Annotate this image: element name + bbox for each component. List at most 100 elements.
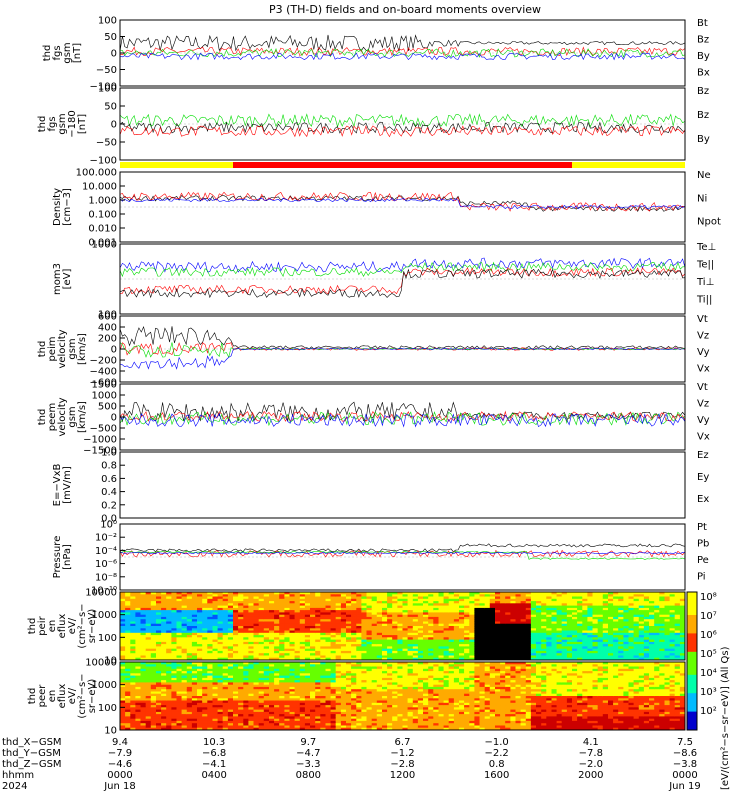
spectrogram-cell: [248, 596, 254, 600]
spectrogram-cell: [207, 603, 213, 607]
spectrogram-cell: [269, 616, 275, 620]
spectrogram-cell: [351, 673, 357, 677]
spectrogram-cell: [135, 675, 141, 679]
spectrogram-cell: [135, 702, 141, 706]
spectrogram-cell: [448, 605, 455, 609]
spectrogram-cell: [299, 605, 306, 609]
spectrogram-cell: [238, 714, 244, 717]
spectrogram-cell: [428, 630, 434, 634]
spectrogram-cell: [166, 677, 172, 681]
spectrogram-cell: [623, 635, 629, 638]
spectrogram-cell: [654, 653, 660, 656]
spectrogram-cell: [382, 605, 388, 609]
spectrogram-cell: [191, 646, 198, 650]
spectrogram-cell: [258, 684, 265, 688]
y-label-line: thd: [27, 618, 38, 635]
spectrogram-cell: [125, 648, 131, 652]
spectrogram-cell: [171, 671, 177, 674]
spectrogram-cell: [592, 601, 599, 604]
spectrogram-cell: [474, 592, 480, 595]
spectrogram-cell: [279, 630, 285, 634]
spectrogram-cell: [392, 605, 398, 609]
spectrogram-cell: [382, 614, 388, 618]
spectrogram-cell: [356, 671, 362, 674]
spectrogram-cell: [428, 621, 434, 625]
spectrogram-cell: [315, 711, 321, 715]
spectrogram-cell: [464, 592, 470, 595]
spectrogram-cell: [530, 605, 537, 609]
spectrogram-cell: [315, 598, 321, 602]
spectrogram-cell: [679, 650, 686, 654]
spectrogram-cell: [274, 639, 280, 643]
spectrogram-cell: [248, 650, 254, 654]
y-tick-label: 600: [98, 312, 117, 323]
spectrogram-cell: [243, 664, 249, 668]
spectrogram-cell: [602, 610, 609, 613]
spectrogram-cell: [248, 720, 254, 724]
spectrogram-cell: [202, 682, 208, 686]
spectrogram-cell: [335, 621, 342, 625]
spectrogram-cell: [120, 686, 126, 690]
spectrogram-cell: [577, 612, 583, 616]
spectrogram-cell: [263, 601, 270, 604]
spectrogram-cell: [238, 693, 244, 697]
spectrogram-cell: [361, 727, 367, 731]
spectrogram-cell: [299, 682, 306, 686]
spectrogram-cell: [628, 641, 635, 645]
spectrogram-cell: [448, 621, 455, 625]
spectrogram-cell: [161, 639, 167, 643]
y-tick-label: −1500: [83, 446, 117, 457]
spectrogram-cell: [258, 680, 265, 683]
spectrogram-cell: [222, 614, 229, 618]
spectrogram-cell: [577, 655, 583, 659]
spectrogram-cell: [166, 619, 172, 622]
spectrogram-cell: [120, 648, 126, 652]
spectrogram-cell: [643, 644, 650, 647]
spectrogram-cell: [222, 714, 229, 717]
spectrogram-cell: [679, 603, 686, 607]
spectrogram-cell: [279, 725, 285, 729]
spectrogram-cell: [284, 691, 290, 695]
spectrogram-cell: [664, 637, 671, 641]
spectrogram-cell: [227, 610, 234, 613]
spectrogram-cell: [489, 639, 496, 643]
spectrogram-cell: [274, 720, 280, 724]
spectrogram-cell: [294, 635, 301, 638]
spectrogram-cell: [602, 612, 609, 616]
spectrogram-cell: [320, 725, 326, 729]
spectrogram-cell: [489, 653, 496, 656]
spectrogram-cell: [623, 655, 629, 659]
spectrogram-cell: [166, 684, 172, 688]
spectrogram-cell: [433, 610, 439, 613]
spectrogram-cell: [233, 653, 239, 656]
spectrogram-cell: [438, 594, 445, 598]
spectrogram-cell: [191, 612, 198, 616]
spectrogram-cell: [238, 709, 244, 713]
spectrogram-cell: [130, 644, 136, 647]
spectrogram-cell: [679, 601, 686, 604]
spectrogram-cell: [243, 635, 249, 638]
spectrogram-cell: [191, 668, 198, 672]
spectrogram-cell: [423, 616, 429, 620]
spectrogram-cell: [443, 603, 450, 607]
spectrogram-cell: [479, 603, 486, 607]
spectrogram-cell: [207, 718, 213, 722]
spectrogram-cell: [448, 630, 455, 634]
spectrogram-cell: [361, 662, 367, 665]
y-tick-label: 10⁻²: [95, 533, 117, 544]
spectrogram-cell: [541, 644, 547, 647]
spectrogram-cell: [227, 626, 234, 629]
spectrogram-cell: [443, 653, 450, 656]
spectrogram-cell: [551, 648, 558, 652]
spectrogram-cell: [166, 720, 172, 724]
spectrogram-cell: [366, 716, 373, 720]
spectrogram-cell: [299, 691, 306, 695]
spectrogram-cell: [484, 639, 491, 643]
spectrogram-cell: [197, 603, 203, 607]
spectrogram-cell: [325, 601, 332, 604]
spectrogram-cell: [330, 714, 337, 717]
spectrogram-cell: [464, 616, 470, 620]
spectrogram-cell: [284, 718, 290, 722]
spectrogram-cell: [525, 623, 532, 627]
